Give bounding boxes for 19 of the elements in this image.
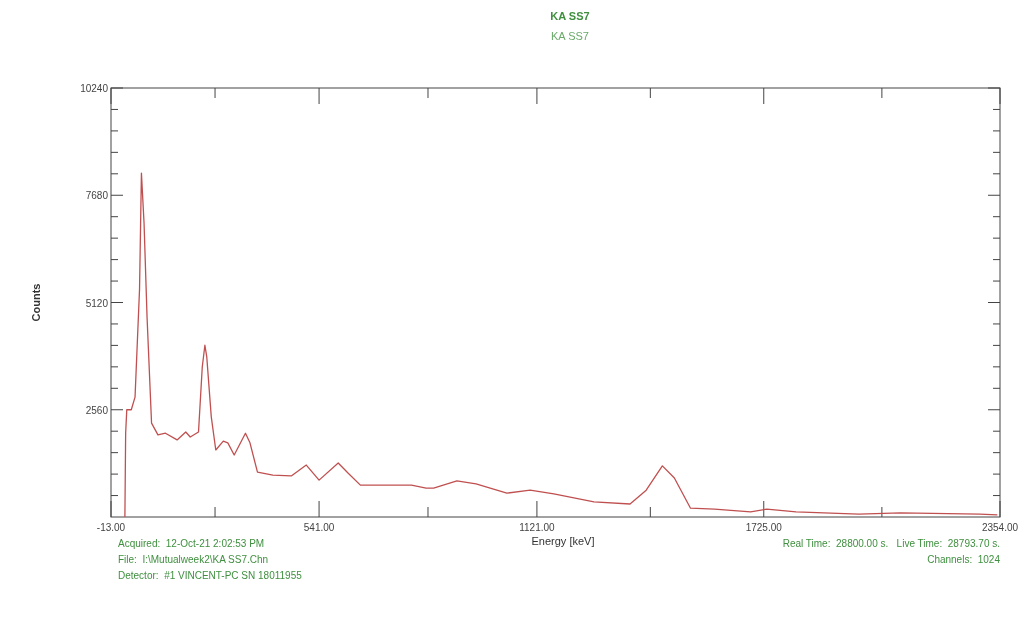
y-tick-label: 5120 <box>85 297 109 309</box>
text: Detector: #1 VINCENT-PC SN 18011955 <box>118 570 303 581</box>
x-tick-label: -13.00 <box>96 522 126 533</box>
chart-subtitle: KA SS7 <box>551 30 589 42</box>
chart-title: KA SS7 <box>550 10 590 22</box>
text: Acquired: 12-Oct-21 2:02:53 PM <box>118 538 265 549</box>
y-tick-label: 10240 <box>80 83 109 94</box>
line-series <box>124 172 999 518</box>
y-tick-label: 2560 <box>85 404 109 416</box>
x-tick-label: 1725.00 <box>745 522 783 533</box>
y-tick-label: 7680 <box>85 190 109 202</box>
y-axis-title: Counts <box>30 283 42 322</box>
x-tick-label: 2354.00 <box>981 522 1019 533</box>
x-tick-label: 1121.00 <box>519 522 556 533</box>
x-tick-label: 541.00 <box>303 522 335 533</box>
x-axis-title: Energy [keV] <box>531 535 595 547</box>
text: Channels: 1024 <box>927 554 1001 565</box>
text: Real Time: 28800.00 s. Live Time: 28793.70 s. <box>782 538 1000 549</box>
text: File: I:\Mutualweek2\KA SS7.Chn <box>118 554 269 565</box>
